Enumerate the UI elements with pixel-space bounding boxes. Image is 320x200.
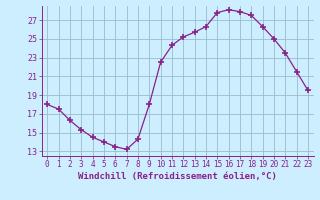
- X-axis label: Windchill (Refroidissement éolien,°C): Windchill (Refroidissement éolien,°C): [78, 172, 277, 181]
